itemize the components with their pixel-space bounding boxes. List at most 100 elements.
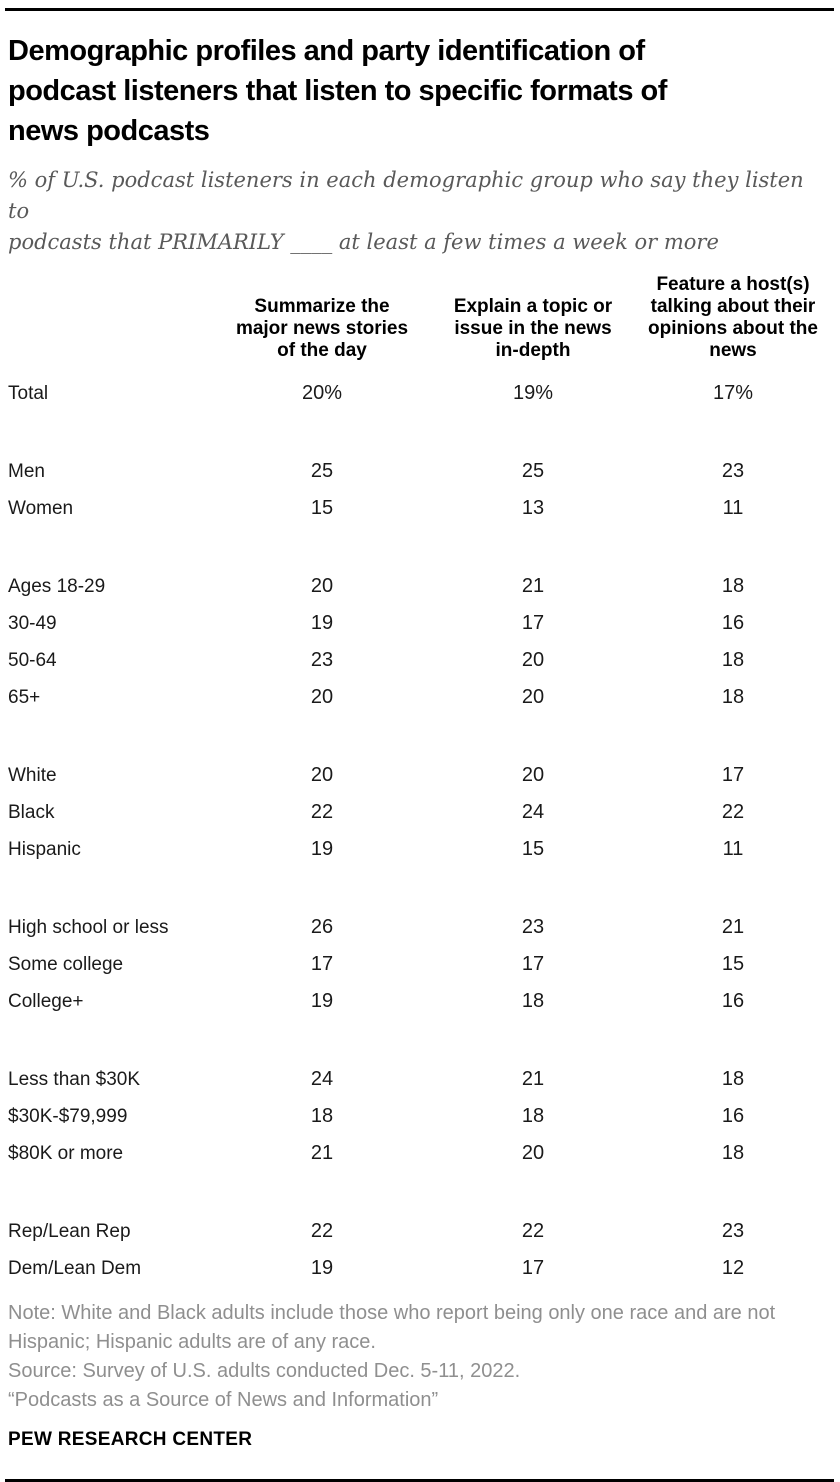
row-label: Rep/Lean Rep bbox=[8, 1220, 131, 1242]
column-header-line: Feature a host(s) bbox=[656, 274, 810, 295]
cell-value: 21 bbox=[721, 916, 745, 938]
row-label: Less than $30K bbox=[8, 1068, 141, 1090]
group-total: Total 20% 19% 17% bbox=[8, 375, 840, 412]
row-label: Dem/Lean Dem bbox=[8, 1257, 142, 1279]
row-label: High school or less bbox=[8, 916, 169, 938]
table-row-ages-18-29: Ages 18-29 20 21 18 bbox=[8, 568, 840, 605]
table-row-black: Black 22 24 22 bbox=[8, 794, 840, 831]
column-header-host-opinions: Feature a host(s) talking about their op… bbox=[642, 274, 824, 362]
cell-value: 25 bbox=[310, 460, 334, 482]
report-title-line: “Podcasts as a Source of News and Inform… bbox=[8, 1389, 439, 1411]
cell-value: 20% bbox=[301, 382, 343, 404]
table-row-some-college: Some college 17 17 15 bbox=[8, 946, 840, 983]
cell-value: 15 bbox=[721, 953, 745, 975]
table-row-total: Total 20% 19% 17% bbox=[8, 375, 840, 412]
cell-value: 23 bbox=[310, 649, 334, 671]
table-row-hispanic: Hispanic 19 15 11 bbox=[8, 831, 840, 868]
row-label: 65+ bbox=[8, 686, 41, 708]
title-line: news podcasts bbox=[8, 115, 210, 147]
title-line: podcast listeners that listen to specifi… bbox=[8, 75, 667, 107]
subtitle-line: podcasts that PRIMARILY ____ at least a … bbox=[8, 230, 719, 254]
table-row-50-64: 50-64 23 20 18 bbox=[8, 642, 840, 679]
note-line: Hispanic; Hispanic adults are of any rac… bbox=[8, 1331, 376, 1353]
cell-value: 19 bbox=[310, 838, 334, 860]
cell-value: 19 bbox=[310, 612, 334, 634]
column-header-explain: Explain a topic or issue in the news in-… bbox=[424, 296, 642, 362]
cell-value: 17% bbox=[712, 382, 754, 404]
column-header-line: Summarize the bbox=[254, 296, 390, 317]
cell-value: 17 bbox=[721, 764, 745, 786]
group-age: Ages 18-29 20 21 18 30-49 19 17 16 50-64… bbox=[8, 568, 840, 716]
cell-value: 22 bbox=[721, 801, 745, 823]
chart-subtitle: % of U.S. podcast listeners in each demo… bbox=[8, 165, 828, 258]
column-header-line: Explain a topic or bbox=[453, 296, 613, 317]
cell-value: 26 bbox=[310, 916, 334, 938]
group-party: Rep/Lean Rep 22 22 23 Dem/Lean Dem 19 17… bbox=[8, 1213, 840, 1287]
cell-value: 18 bbox=[721, 686, 745, 708]
subtitle-line: % of U.S. podcast listeners in each demo… bbox=[8, 168, 804, 223]
row-label: 50-64 bbox=[8, 649, 57, 671]
row-label: Some college bbox=[8, 953, 124, 975]
row-label: $80K or more bbox=[8, 1142, 124, 1164]
cell-value: 16 bbox=[721, 990, 745, 1012]
cell-value: 19 bbox=[310, 1257, 334, 1279]
row-label: Men bbox=[8, 460, 45, 482]
table-row-30k-79999: $30K-$79,999 18 18 16 bbox=[8, 1098, 840, 1135]
cell-value: 20 bbox=[521, 764, 545, 786]
table-row-less-than-30k: Less than $30K 24 21 18 bbox=[8, 1061, 840, 1098]
table-header-row: Summarize the major news stories of the … bbox=[8, 274, 840, 362]
column-header-line: opinions about the bbox=[648, 318, 818, 339]
table-row-65-plus: 65+ 20 20 18 bbox=[8, 679, 840, 716]
cell-value: 11 bbox=[722, 838, 744, 860]
group-race: White 20 20 17 Black 22 24 22 Hispanic 1… bbox=[8, 757, 840, 868]
cell-value: 18 bbox=[721, 1068, 745, 1090]
row-label: Hispanic bbox=[8, 838, 81, 860]
row-label: $30K-$79,999 bbox=[8, 1105, 128, 1127]
cell-value: 20 bbox=[310, 686, 334, 708]
cell-value: 19% bbox=[512, 382, 554, 404]
table-row-dem-lean-dem: Dem/Lean Dem 19 17 12 bbox=[8, 1250, 840, 1287]
group-gender: Men 25 25 23 Women 15 13 11 bbox=[8, 453, 840, 527]
group-income: Less than $30K 24 21 18 $30K-$79,999 18 … bbox=[8, 1061, 840, 1172]
title-line: Demographic profiles and party identific… bbox=[8, 35, 645, 67]
cell-value: 17 bbox=[521, 1257, 545, 1279]
group-education: High school or less 26 23 21 Some colleg… bbox=[8, 909, 840, 1020]
cell-value: 18 bbox=[721, 1142, 745, 1164]
cell-value: 22 bbox=[310, 1220, 334, 1242]
cell-value: 18 bbox=[521, 1105, 545, 1127]
row-label: White bbox=[8, 764, 57, 786]
cell-value: 22 bbox=[310, 801, 334, 823]
column-header-line: of the day bbox=[277, 340, 367, 361]
row-label: Total bbox=[8, 382, 49, 404]
cell-value: 24 bbox=[521, 801, 545, 823]
table-row-rep-lean-rep: Rep/Lean Rep 22 22 23 bbox=[8, 1213, 840, 1250]
column-header-line: issue in the news bbox=[454, 318, 612, 339]
cell-value: 25 bbox=[521, 460, 545, 482]
cell-value: 11 bbox=[722, 497, 744, 519]
cell-value: 15 bbox=[310, 497, 334, 519]
top-rule bbox=[5, 8, 834, 11]
column-header-line: talking about their bbox=[650, 296, 816, 317]
row-label: 30-49 bbox=[8, 612, 57, 634]
cell-value: 18 bbox=[721, 575, 745, 597]
cell-value: 16 bbox=[721, 1105, 745, 1127]
cell-value: 20 bbox=[310, 575, 334, 597]
column-header-line: news bbox=[709, 340, 757, 361]
cell-value: 23 bbox=[721, 460, 745, 482]
cell-value: 18 bbox=[310, 1105, 334, 1127]
page-title: Demographic profiles and party identific… bbox=[8, 31, 828, 151]
cell-value: 23 bbox=[721, 1220, 745, 1242]
table-row-white: White 20 20 17 bbox=[8, 757, 840, 794]
row-label: College+ bbox=[8, 990, 84, 1012]
column-header-line: major news stories bbox=[235, 318, 409, 339]
cell-value: 21 bbox=[521, 1068, 545, 1090]
pew-research-center-wordmark: PEW RESEARCH CENTER bbox=[8, 1429, 253, 1450]
table-row-women: Women 15 13 11 bbox=[8, 490, 840, 527]
table-row-high-school-or-less: High school or less 26 23 21 bbox=[8, 909, 840, 946]
column-header-summarize: Summarize the major news stories of the … bbox=[220, 296, 424, 362]
table-row-men: Men 25 25 23 bbox=[8, 453, 840, 490]
cell-value: 22 bbox=[521, 1220, 545, 1242]
source-line: Source: Survey of U.S. adults conducted … bbox=[8, 1360, 521, 1382]
cell-value: 16 bbox=[721, 612, 745, 634]
cell-value: 21 bbox=[521, 575, 545, 597]
